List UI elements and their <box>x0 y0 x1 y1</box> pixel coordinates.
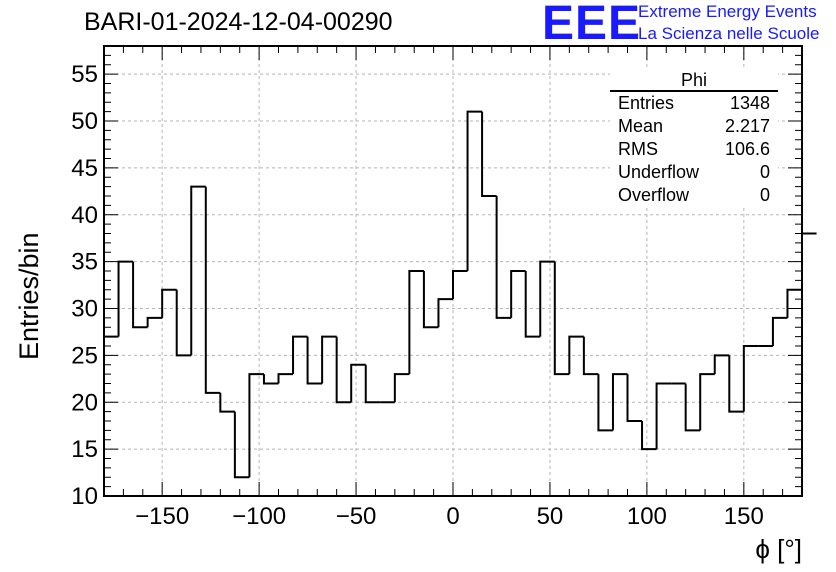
stats-value: 1348 <box>729 93 770 113</box>
stats-row-rms: RMS 106.6 <box>610 138 778 161</box>
y-tick-label: 40 <box>71 202 98 229</box>
histogram-bin <box>422 271 439 329</box>
histogram-bin <box>786 288 802 318</box>
histogram-bin <box>233 411 250 479</box>
histogram-bin <box>481 111 497 197</box>
histogram-bin <box>335 336 352 404</box>
histogram-bin <box>713 354 730 375</box>
histogram-bin <box>219 392 235 413</box>
stats-label: RMS <box>618 139 658 159</box>
histogram-bin <box>524 271 541 338</box>
histogram-bin <box>393 373 410 403</box>
y-tick-label: 15 <box>71 436 98 463</box>
histogram-bin <box>684 383 701 432</box>
x-tick-label: −150 <box>135 503 189 530</box>
y-tick-label: 55 <box>71 61 98 88</box>
histogram-bin <box>452 270 468 300</box>
histogram-bin <box>161 288 177 318</box>
logo-text-line2: La Scienza nelle Scuole <box>638 24 820 43</box>
histogram-bin <box>103 335 119 496</box>
y-tick-label: 30 <box>71 296 98 323</box>
histogram-bin <box>801 232 817 290</box>
histogram-bin <box>132 261 148 329</box>
histogram-bin <box>175 289 192 357</box>
y-tick-label: 45 <box>71 155 98 182</box>
stats-row-overflow: Overflow 0 <box>610 184 778 207</box>
histogram-bin <box>306 336 323 385</box>
x-tick-label: −50 <box>336 503 377 530</box>
histogram-bin <box>553 261 570 376</box>
stats-label: Underflow <box>618 162 700 182</box>
stats-value: 0 <box>759 185 770 205</box>
stats-row-mean: Mean 2.217 <box>610 115 778 138</box>
histogram-bin <box>466 110 483 271</box>
x-axis-label: ϕ [°] <box>755 534 802 564</box>
chart-title: BARI-01-2024-12-04-00290 <box>84 8 393 36</box>
eee-logo: EEE <box>542 0 642 50</box>
histogram-bin <box>626 374 643 422</box>
stats-row-underflow: Underflow 0 <box>610 161 778 184</box>
histogram-bin <box>190 185 206 356</box>
stats-row-entries: Entries 1348 <box>610 92 778 115</box>
y-tick-label: 35 <box>71 249 98 276</box>
histogram-bin <box>437 298 453 328</box>
stats-label: Overflow <box>618 185 690 205</box>
stats-value: 106.6 <box>724 139 770 159</box>
histogram-bin <box>146 316 163 328</box>
histogram-bin <box>292 335 308 375</box>
histogram-bin <box>655 382 672 450</box>
x-tick-label: 150 <box>724 503 764 530</box>
stats-value: 2.217 <box>724 116 770 136</box>
histogram-bin <box>771 316 788 346</box>
histogram-bin <box>117 260 134 337</box>
y-tick-label: 25 <box>71 342 98 369</box>
histogram-bin <box>262 374 279 385</box>
histogram-bin <box>350 363 366 403</box>
stats-title: Phi <box>610 70 778 92</box>
x-tick-label: 100 <box>627 503 667 530</box>
x-tick-label: 0 <box>446 503 459 530</box>
histogram-bin <box>364 364 381 404</box>
histogram-bin <box>510 270 526 318</box>
histogram-bin <box>597 374 613 432</box>
histogram-bin <box>582 336 599 376</box>
y-tick-label: 10 <box>71 483 98 510</box>
histogram-bin <box>641 421 657 451</box>
histogram-bin <box>321 335 337 384</box>
x-tick-label: −100 <box>232 503 286 530</box>
histogram-bin <box>742 345 759 412</box>
y-tick-label: 50 <box>71 108 98 135</box>
x-tick-label: 50 <box>537 503 564 530</box>
logo-text-line1: Extreme Energy Events <box>638 2 817 21</box>
histogram-bin <box>408 270 424 375</box>
histogram-bin <box>277 373 294 384</box>
histogram-bin <box>568 335 584 375</box>
y-axis-label: Entries/bin <box>14 232 44 360</box>
histogram-bin <box>204 186 221 394</box>
stats-label: Mean <box>618 116 664 136</box>
stats-label: Entries <box>618 93 675 113</box>
histogram-bin <box>728 355 744 413</box>
stats-value: 0 <box>759 162 770 182</box>
histogram-bin <box>699 373 715 431</box>
plot-frame <box>103 45 803 497</box>
histogram-bin <box>539 260 555 337</box>
histogram-bin <box>248 373 264 478</box>
histogram-bin <box>611 373 628 431</box>
histogram-bin <box>495 196 512 319</box>
stats-box: Phi Entries 1348 Mean 2.217 RMS 106.6 Un… <box>610 70 778 207</box>
y-tick-label: 20 <box>71 389 98 416</box>
